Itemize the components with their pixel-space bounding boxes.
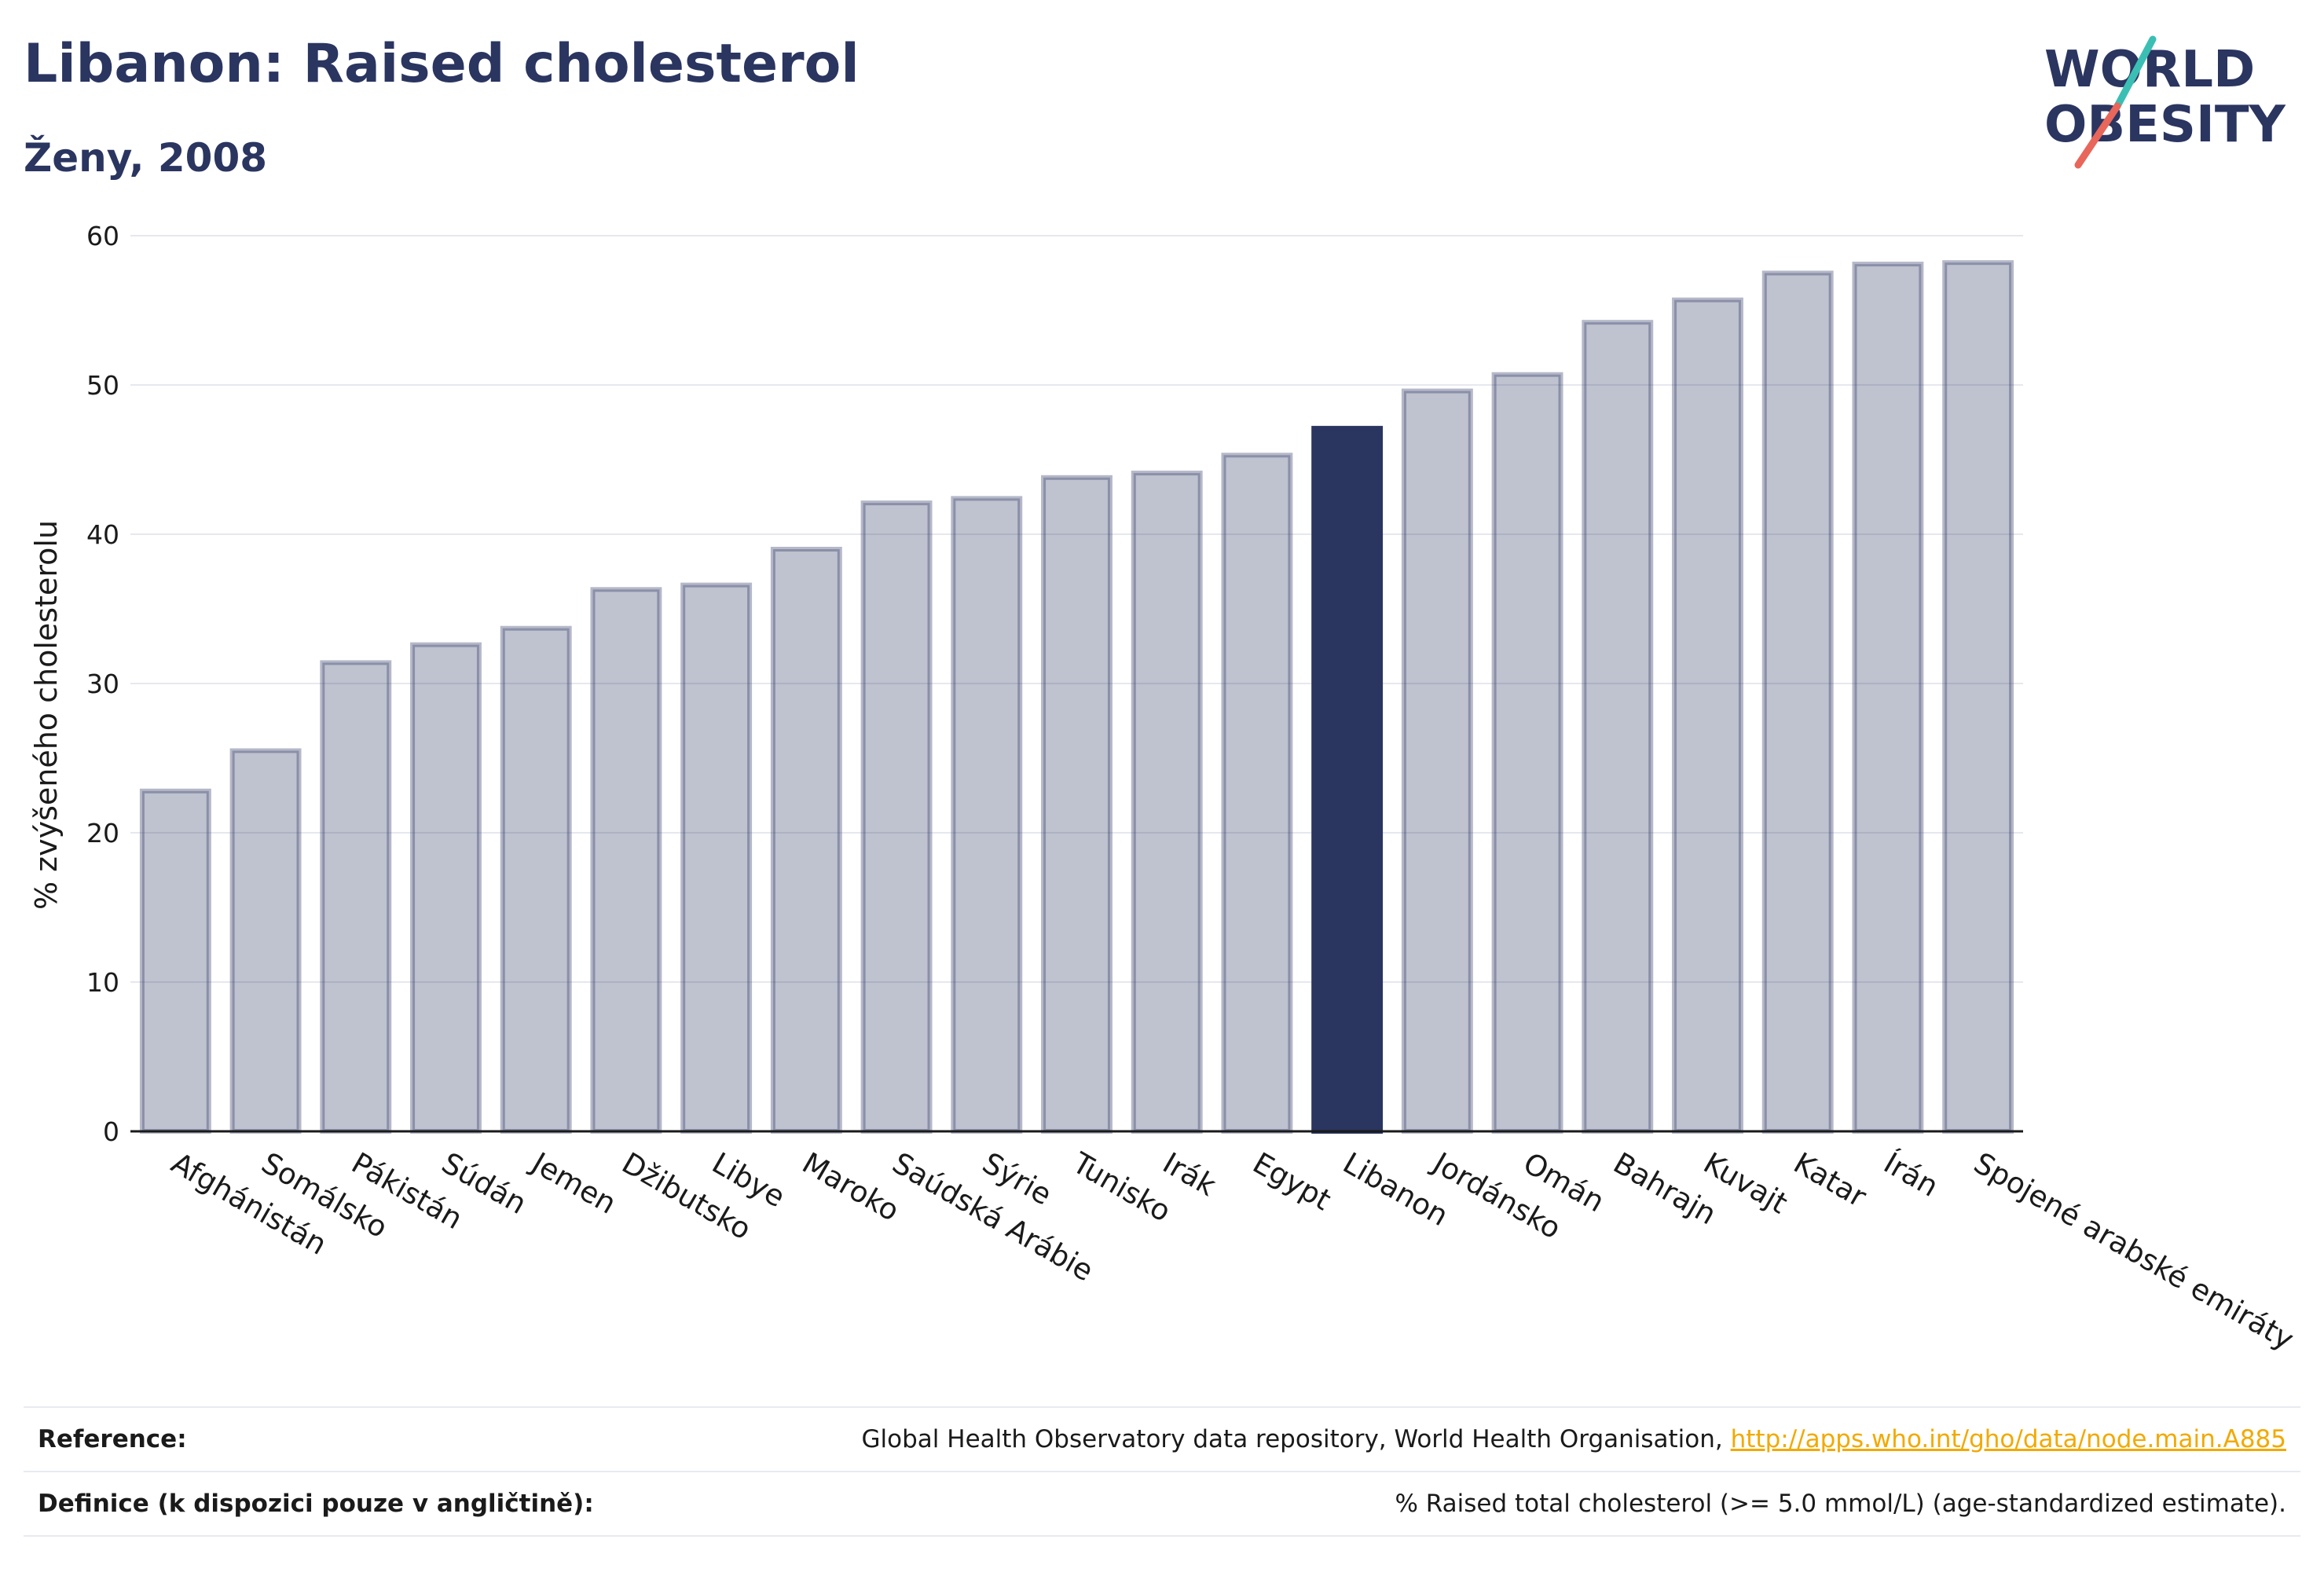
chart-title: Libanon: Raised cholesterol — [24, 33, 860, 95]
bar-džibutsko[interactable] — [590, 587, 662, 1134]
x-tick-label: Jemen — [525, 1145, 622, 1221]
bar-katar[interactable] — [1761, 270, 1834, 1134]
bar-saúdská-arábie[interactable] — [860, 500, 933, 1134]
x-tick-label: Írán — [1878, 1145, 1945, 1204]
logo-slash-teal — [2113, 35, 2157, 110]
bar-jemen[interactable] — [500, 625, 572, 1134]
reference-link[interactable]: http://apps.who.int/gho/data/node.main.A… — [1730, 1425, 2286, 1453]
definition-row: Definice (k dispozici pouze v angličtině… — [24, 1471, 2300, 1537]
bar-pákistán[interactable] — [320, 660, 392, 1134]
x-tick-label: Maroko — [797, 1146, 905, 1228]
logo-slash-coral — [2074, 102, 2121, 169]
bar-chart: 0102030405060AfghánistánSomálskoPákistán… — [29, 221, 2300, 1357]
y-axis-label: % zvýšeného cholesterolu — [29, 520, 64, 910]
bar-súdán[interactable] — [410, 642, 482, 1134]
logo-line2: OBESITY — [2044, 96, 2286, 154]
y-tick-label: 60 — [86, 221, 119, 251]
bar-bahrajn[interactable] — [1582, 320, 1654, 1134]
bar-egypt[interactable] — [1221, 453, 1293, 1134]
x-tick-label: Tunisko — [1066, 1145, 1176, 1229]
x-tick-label: Katar — [1788, 1146, 1873, 1215]
bar-afghánistán[interactable] — [139, 788, 211, 1134]
bar-spojené-arabské-emiráty[interactable] — [1942, 260, 2014, 1134]
chart-subtitle: Ženy, 2008 — [24, 135, 268, 181]
bar-sýrie[interactable] — [951, 496, 1023, 1134]
bar-maroko[interactable] — [770, 547, 842, 1134]
bar-kuvajt[interactable] — [1672, 297, 1743, 1134]
bar-írán[interactable] — [1852, 262, 1924, 1134]
x-tick-label: Egypt — [1247, 1146, 1336, 1218]
definition-text: % Raised total cholesterol (>= 5.0 mmol/… — [1395, 1490, 2286, 1518]
world-obesity-logo: WORLD OBESITY — [2044, 35, 2286, 169]
y-tick-label: 40 — [86, 519, 119, 550]
y-tick-label: 20 — [86, 818, 119, 848]
bar-somálsko[interactable] — [229, 748, 302, 1134]
bar-irák[interactable] — [1131, 471, 1203, 1134]
x-tick-label: Bahrajn — [1607, 1146, 1721, 1232]
y-tick-label: 50 — [86, 370, 119, 401]
x-tick-label: Spojené arabské emiráty — [1968, 1146, 2300, 1357]
y-tick-label: 10 — [86, 967, 119, 998]
bar-libanon[interactable] — [1311, 426, 1384, 1134]
bars — [139, 260, 2014, 1134]
reference-row: Reference: Global Health Observatory dat… — [24, 1406, 2300, 1471]
reference-value: Global Health Observatory data repositor… — [862, 1425, 2300, 1453]
bar-jordánsko[interactable] — [1401, 388, 1473, 1134]
reference-text: Global Health Observatory data repositor… — [861, 1425, 1731, 1453]
y-tick-label: 30 — [86, 669, 119, 699]
definition-label: Definice (k dispozici pouze v angličtině… — [38, 1490, 594, 1518]
reference-label: Reference: — [38, 1425, 187, 1453]
footer: Reference: Global Health Observatory dat… — [24, 1406, 2300, 1537]
bar-libye[interactable] — [680, 582, 753, 1134]
y-tick-label: 0 — [103, 1116, 119, 1147]
bar-omán[interactable] — [1491, 372, 1563, 1134]
bar-tunisko[interactable] — [1041, 475, 1113, 1134]
grid-lines — [130, 235, 2023, 983]
